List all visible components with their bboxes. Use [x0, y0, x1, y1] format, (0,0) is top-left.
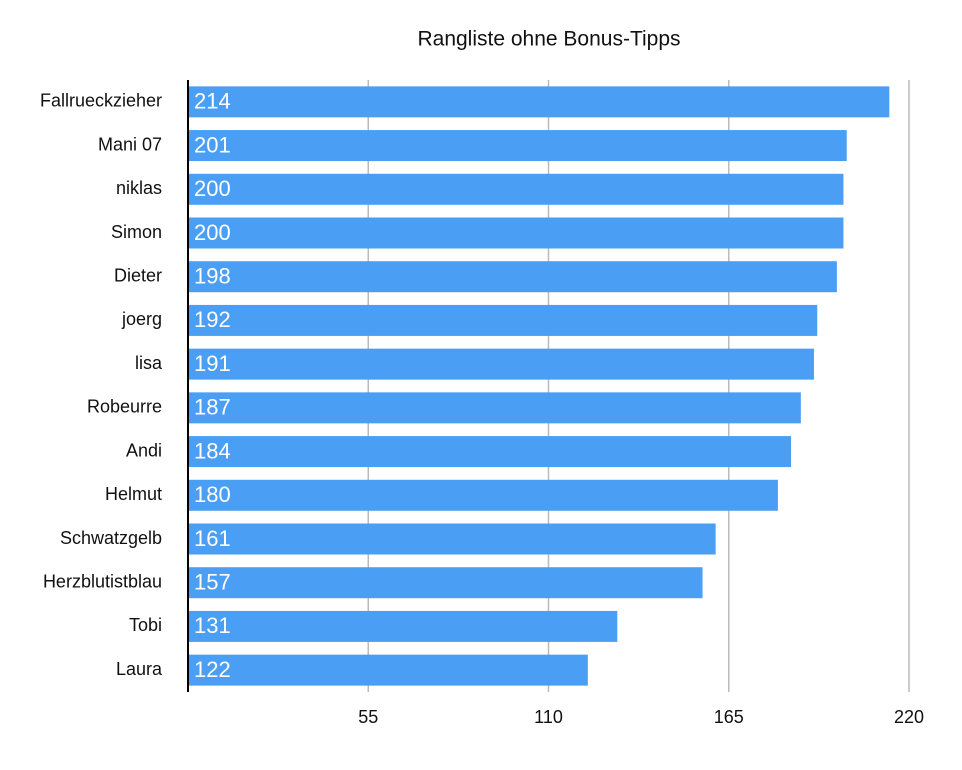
y-tick-label: Fallrueckzieher	[40, 91, 162, 111]
bar	[188, 86, 890, 118]
x-tick-label: 165	[714, 707, 744, 727]
x-tick-label: 55	[358, 707, 378, 727]
x-tick-label: 220	[894, 707, 924, 727]
bar	[188, 523, 716, 555]
bar	[188, 173, 844, 205]
data-label: 184	[194, 438, 231, 463]
data-label: 191	[194, 351, 231, 376]
bar	[188, 217, 844, 249]
data-label: 192	[194, 307, 231, 332]
y-tick-label: Helmut	[105, 484, 162, 504]
bar	[188, 654, 588, 686]
y-tick-label: niklas	[116, 178, 162, 198]
data-label: 201	[194, 132, 231, 157]
bar	[188, 304, 818, 336]
y-tick-label: Tobi	[129, 615, 162, 635]
data-label: 198	[194, 264, 231, 289]
y-tick-label: Schwatzgelb	[60, 528, 162, 548]
x-tick-label: 110	[534, 707, 563, 727]
bar	[188, 479, 778, 511]
y-tick-label: Laura	[116, 659, 163, 679]
bar	[188, 392, 801, 424]
bar	[188, 348, 814, 380]
y-tick-label: Simon	[111, 222, 162, 242]
data-label: 161	[194, 526, 231, 551]
y-tick-label: Dieter	[114, 265, 162, 285]
bar	[188, 130, 847, 162]
y-tick-label: Herzblutistblau	[43, 571, 162, 591]
bar	[188, 436, 792, 468]
y-tick-label: joerg	[121, 309, 162, 329]
data-label: 200	[194, 176, 231, 201]
data-label: 122	[194, 657, 231, 682]
data-label: 187	[194, 395, 231, 420]
data-label: 131	[194, 613, 231, 638]
y-tick-label: lisa	[135, 353, 163, 373]
chart-title: Rangliste ohne Bonus-Tipps	[417, 28, 680, 51]
y-tick-label: Mani 07	[98, 134, 162, 154]
y-tick-label: Robeurre	[87, 397, 162, 417]
bar	[188, 261, 837, 293]
data-label: 157	[194, 570, 231, 595]
y-tick-label: Andi	[126, 440, 162, 460]
data-label: 214	[194, 89, 231, 114]
data-label: 180	[194, 482, 231, 507]
bar	[188, 610, 618, 642]
bar	[188, 567, 703, 599]
data-label: 200	[194, 220, 231, 245]
